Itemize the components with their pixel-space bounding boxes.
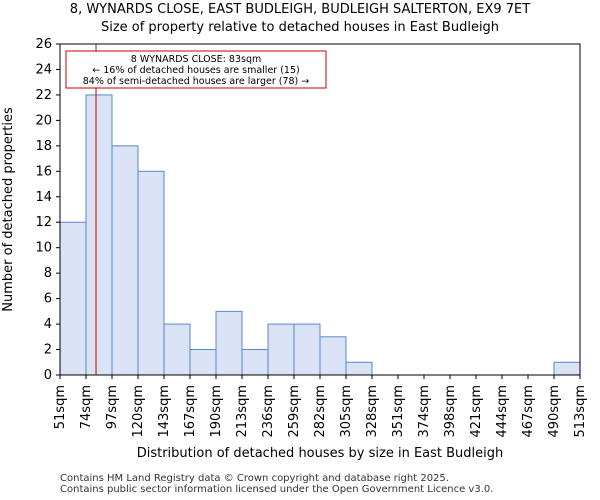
y-tick-label: 20 <box>35 113 52 128</box>
footer-licence: Contains public sector information licen… <box>60 484 494 495</box>
histogram-bar <box>345 361 373 376</box>
x-tick-label: 167sqm <box>183 385 198 438</box>
y-tick-label: 22 <box>35 88 52 103</box>
y-tick-label: 26 <box>35 37 52 52</box>
x-tick-label: 444sqm <box>495 385 510 438</box>
chart-title: 8, WYNARDS CLOSE, EAST BUDLEIGH, BUDLEIG… <box>69 2 531 17</box>
histogram-bar <box>85 94 113 376</box>
histogram-bar <box>137 170 165 376</box>
x-tick-label: 351sqm <box>391 385 406 438</box>
y-tick-label: 12 <box>35 215 52 230</box>
footer-copyright: Contains HM Land Registry data © Crown c… <box>60 473 449 484</box>
annotation-line: 84% of semi-detached houses are larger (… <box>83 76 310 87</box>
histogram-bar <box>293 323 321 376</box>
x-tick-label: 282sqm <box>313 385 328 438</box>
y-tick-label: 6 <box>44 292 52 307</box>
y-tick-label: 24 <box>35 62 52 77</box>
x-tick-label: 467sqm <box>521 385 536 438</box>
chart-subtitle: Size of property relative to detached ho… <box>100 20 500 35</box>
x-tick-label: 259sqm <box>287 385 302 438</box>
y-tick-label: 0 <box>44 368 52 383</box>
y-tick-label: 18 <box>35 139 52 154</box>
y-tick-label: 4 <box>44 317 52 332</box>
annotation-line: ← 16% of detached houses are smaller (15… <box>92 65 299 76</box>
x-tick-label: 213sqm <box>235 385 250 438</box>
x-tick-label: 490sqm <box>547 385 562 438</box>
x-tick-label: 74sqm <box>79 385 94 429</box>
x-tick-label: 421sqm <box>469 385 484 438</box>
x-tick-label: 305sqm <box>339 385 354 438</box>
y-axis-label: Number of detached properties <box>1 107 16 312</box>
y-tick-label: 14 <box>35 190 52 205</box>
histogram-bar <box>319 336 347 376</box>
x-tick-label: 398sqm <box>443 385 458 438</box>
y-tick-label: 10 <box>35 241 52 256</box>
annotation-box <box>65 50 327 89</box>
y-tick-label: 8 <box>44 266 52 281</box>
histogram-bar <box>553 361 581 376</box>
histogram-bar <box>59 221 87 376</box>
x-tick-label: 374sqm <box>417 385 432 438</box>
histogram-bar <box>267 323 295 376</box>
x-tick-label: 143sqm <box>157 385 172 438</box>
y-tick-label: 16 <box>35 164 52 179</box>
y-tick-label: 2 <box>44 343 52 358</box>
x-tick-label: 513sqm <box>573 385 588 438</box>
x-tick-label: 236sqm <box>261 385 276 438</box>
histogram-bar <box>241 349 269 376</box>
histogram-bar <box>189 349 217 376</box>
histogram-bar <box>215 310 243 376</box>
x-tick-label: 328sqm <box>365 385 380 438</box>
histogram-bar <box>163 323 191 376</box>
x-tick-label: 51sqm <box>53 385 68 429</box>
x-axis-label: Distribution of detached houses by size … <box>137 446 504 461</box>
x-tick-label: 120sqm <box>131 385 146 438</box>
x-tick-label: 97sqm <box>105 385 120 429</box>
histogram-bar <box>111 145 139 376</box>
x-tick-label: 190sqm <box>209 385 224 438</box>
annotation-line: 8 WYNARDS CLOSE: 83sqm <box>131 54 261 65</box>
